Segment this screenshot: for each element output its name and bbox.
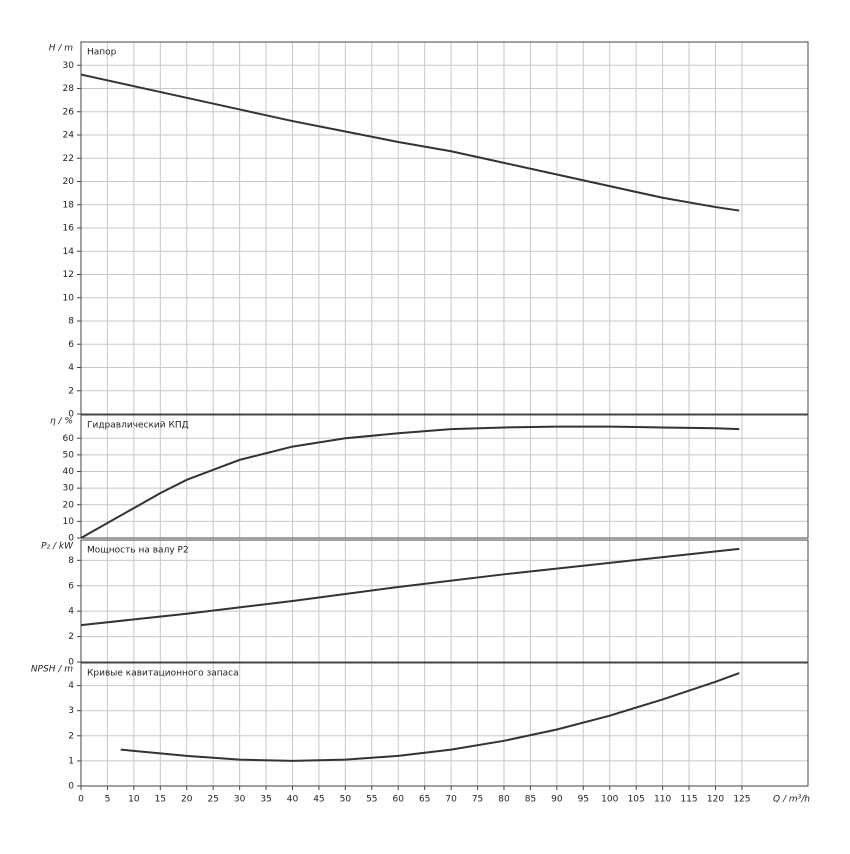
y-tick-label: 0 — [68, 410, 74, 420]
x-tick-label: 20 — [181, 795, 193, 805]
x-tick-label: 105 — [628, 795, 645, 805]
x-tick-label: 125 — [733, 795, 750, 805]
x-tick-label: 55 — [366, 795, 377, 805]
y-tick-label: 6 — [68, 581, 74, 591]
y-tick-label: 2 — [68, 632, 74, 642]
x-tick-label: 65 — [419, 795, 430, 805]
x-tick-label: 110 — [654, 795, 671, 805]
y-tick-label: 2 — [68, 386, 74, 396]
y-tick-label: 28 — [63, 84, 75, 94]
x-axis-label: Q / m³/h — [773, 795, 810, 805]
x-tick-label: 85 — [525, 795, 536, 805]
y-tick-label: 1 — [68, 756, 74, 766]
x-tick-label: 25 — [207, 795, 218, 805]
y-tick-label: 0 — [68, 534, 74, 544]
x-tick-label: 5 — [105, 795, 111, 805]
y-tick-label: 14 — [63, 247, 75, 257]
x-tick-label: 10 — [128, 795, 140, 805]
x-tick-label: 15 — [155, 795, 166, 805]
y-tick-label: 30 — [63, 61, 75, 71]
curve — [80, 425, 740, 539]
y-tick-label: 0 — [68, 658, 74, 668]
y-tick-label: 20 — [63, 500, 75, 510]
panel-title: Гидравлический КПД — [87, 421, 189, 431]
curve — [120, 672, 740, 762]
y-tick-label: 20 — [63, 177, 75, 187]
panel-frame — [80, 539, 809, 663]
x-tick-label: 40 — [287, 795, 299, 805]
x-tick-label: 100 — [601, 795, 618, 805]
y-tick-label: 6 — [68, 340, 74, 350]
y-tick-label: 16 — [63, 224, 75, 234]
y-axis-label: η / % — [50, 417, 73, 427]
y-tick-label: 40 — [63, 467, 75, 477]
x-tick-label: 95 — [578, 795, 589, 805]
y-tick-label: 30 — [63, 484, 75, 494]
x-tick-label: 0 — [78, 795, 84, 805]
y-tick-label: 10 — [63, 517, 75, 527]
x-tick-label: 115 — [680, 795, 697, 805]
y-tick-label: 22 — [63, 154, 74, 164]
x-tick-label: 90 — [551, 795, 563, 805]
y-tick-label: 8 — [68, 556, 74, 566]
y-tick-label: 4 — [68, 681, 74, 691]
y-tick-label: 26 — [63, 107, 75, 117]
y-tick-label: 60 — [63, 434, 75, 444]
y-axis-label: NPSH / m — [31, 665, 73, 675]
panel-frame — [80, 414, 809, 539]
y-tick-label: 24 — [63, 131, 75, 141]
x-tick-label: 50 — [340, 795, 352, 805]
y-axis-label: P₂ / kW — [41, 542, 74, 552]
y-tick-label: 0 — [68, 782, 74, 792]
y-tick-label: 50 — [63, 450, 75, 460]
x-tick-label: 70 — [445, 795, 457, 805]
y-tick-label: 4 — [68, 607, 74, 617]
y-tick-label: 8 — [68, 317, 74, 327]
curve — [80, 73, 740, 212]
panel-title: Кривые кавитационного запаса — [87, 669, 239, 679]
y-tick-label: 18 — [63, 200, 75, 210]
panel-title: Мощность на валу P2 — [87, 546, 189, 556]
x-tick-label: 30 — [234, 795, 246, 805]
x-tick-label: 75 — [472, 795, 483, 805]
panel-frame — [80, 662, 809, 787]
panel-frame — [80, 41, 809, 415]
x-tick-label: 35 — [260, 795, 271, 805]
curve — [80, 547, 740, 627]
y-tick-label: 2 — [68, 731, 74, 741]
y-tick-label: 3 — [68, 706, 74, 716]
y-tick-label: 10 — [63, 293, 75, 303]
panel-title: Напор — [87, 48, 117, 58]
y-tick-label: 4 — [68, 363, 74, 373]
x-tick-label: 80 — [498, 795, 510, 805]
y-axis-label: H / m — [49, 44, 74, 54]
x-tick-label: 60 — [393, 795, 405, 805]
x-tick-label: 45 — [313, 795, 324, 805]
y-tick-label: 12 — [63, 270, 74, 280]
x-tick-label: 120 — [707, 795, 724, 805]
